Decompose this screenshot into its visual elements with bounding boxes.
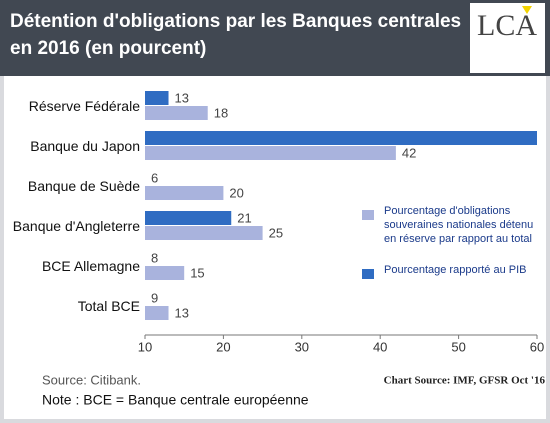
x-tick-label: 30 [295,339,309,354]
chart-title: Détention d'obligations par les Banques … [10,11,462,59]
value-label: 9 [151,290,158,305]
value-label: 15 [190,265,204,280]
category-label-box: Total BCE [77,298,140,314]
bar [145,131,537,145]
legend-label-box: Pourcentage d'obligations souveraines na… [384,205,534,245]
legend-label-box: Pourcentage rapporté au PIB [384,264,527,276]
source: Source: Citibank. [42,372,141,387]
value-label: 6 [151,170,158,185]
logo-accent [522,6,532,14]
value-label: 13 [175,90,189,105]
bar [145,306,169,320]
legend-swatch [362,269,374,279]
legend-label: Pourcentage d'obligations souveraines na… [384,205,534,245]
legend-swatch [362,210,374,220]
category-label-box: Réserve Fédérale [28,98,140,114]
bar [145,186,224,200]
category-label-box: BCE Allemagne [41,258,140,274]
note: Note : BCE = Banque centrale européenne [42,392,309,408]
bar [145,91,169,105]
value-label: 13 [175,305,189,320]
value-label: 8 [151,250,158,265]
plot [145,91,537,320]
value-label: 21 [237,210,251,225]
title-box: Détention d'obligations par les Banques … [10,11,462,59]
value-label: 25 [269,225,283,240]
category-label-box: Banque de Suède [27,178,140,194]
header [0,0,550,76]
legend-label: Pourcentage rapporté au PIB [384,264,527,276]
category-label: Banque d'Angleterre [12,218,140,234]
value-label: 42 [402,145,416,160]
logo-box [470,3,545,73]
x-tick-label: 20 [216,339,230,354]
logo: LCA [477,9,537,42]
bar [145,266,185,280]
category-label: Total BCE [77,298,140,314]
category-label: Réserve Fédérale [28,98,140,114]
x-tick-label: 40 [373,339,387,354]
category-label-box: Banque du Japon [30,138,140,154]
x-tick-label: 50 [451,339,465,354]
bar [145,106,208,120]
chart-source: Chart Source: IMF, GFSR Oct '16 [384,375,546,387]
bar [145,211,232,225]
value-label: 20 [229,185,243,200]
bar [145,146,396,160]
category-label: BCE Allemagne [41,258,140,274]
value-label: 18 [214,105,228,120]
bar [145,226,263,240]
category-label: Banque du Japon [30,138,140,154]
category-label-box: Banque d'Angleterre [12,218,140,234]
x-tick-label: 60 [530,339,544,354]
x-tick-label: 10 [138,339,152,354]
category-label: Banque de Suède [27,178,140,194]
